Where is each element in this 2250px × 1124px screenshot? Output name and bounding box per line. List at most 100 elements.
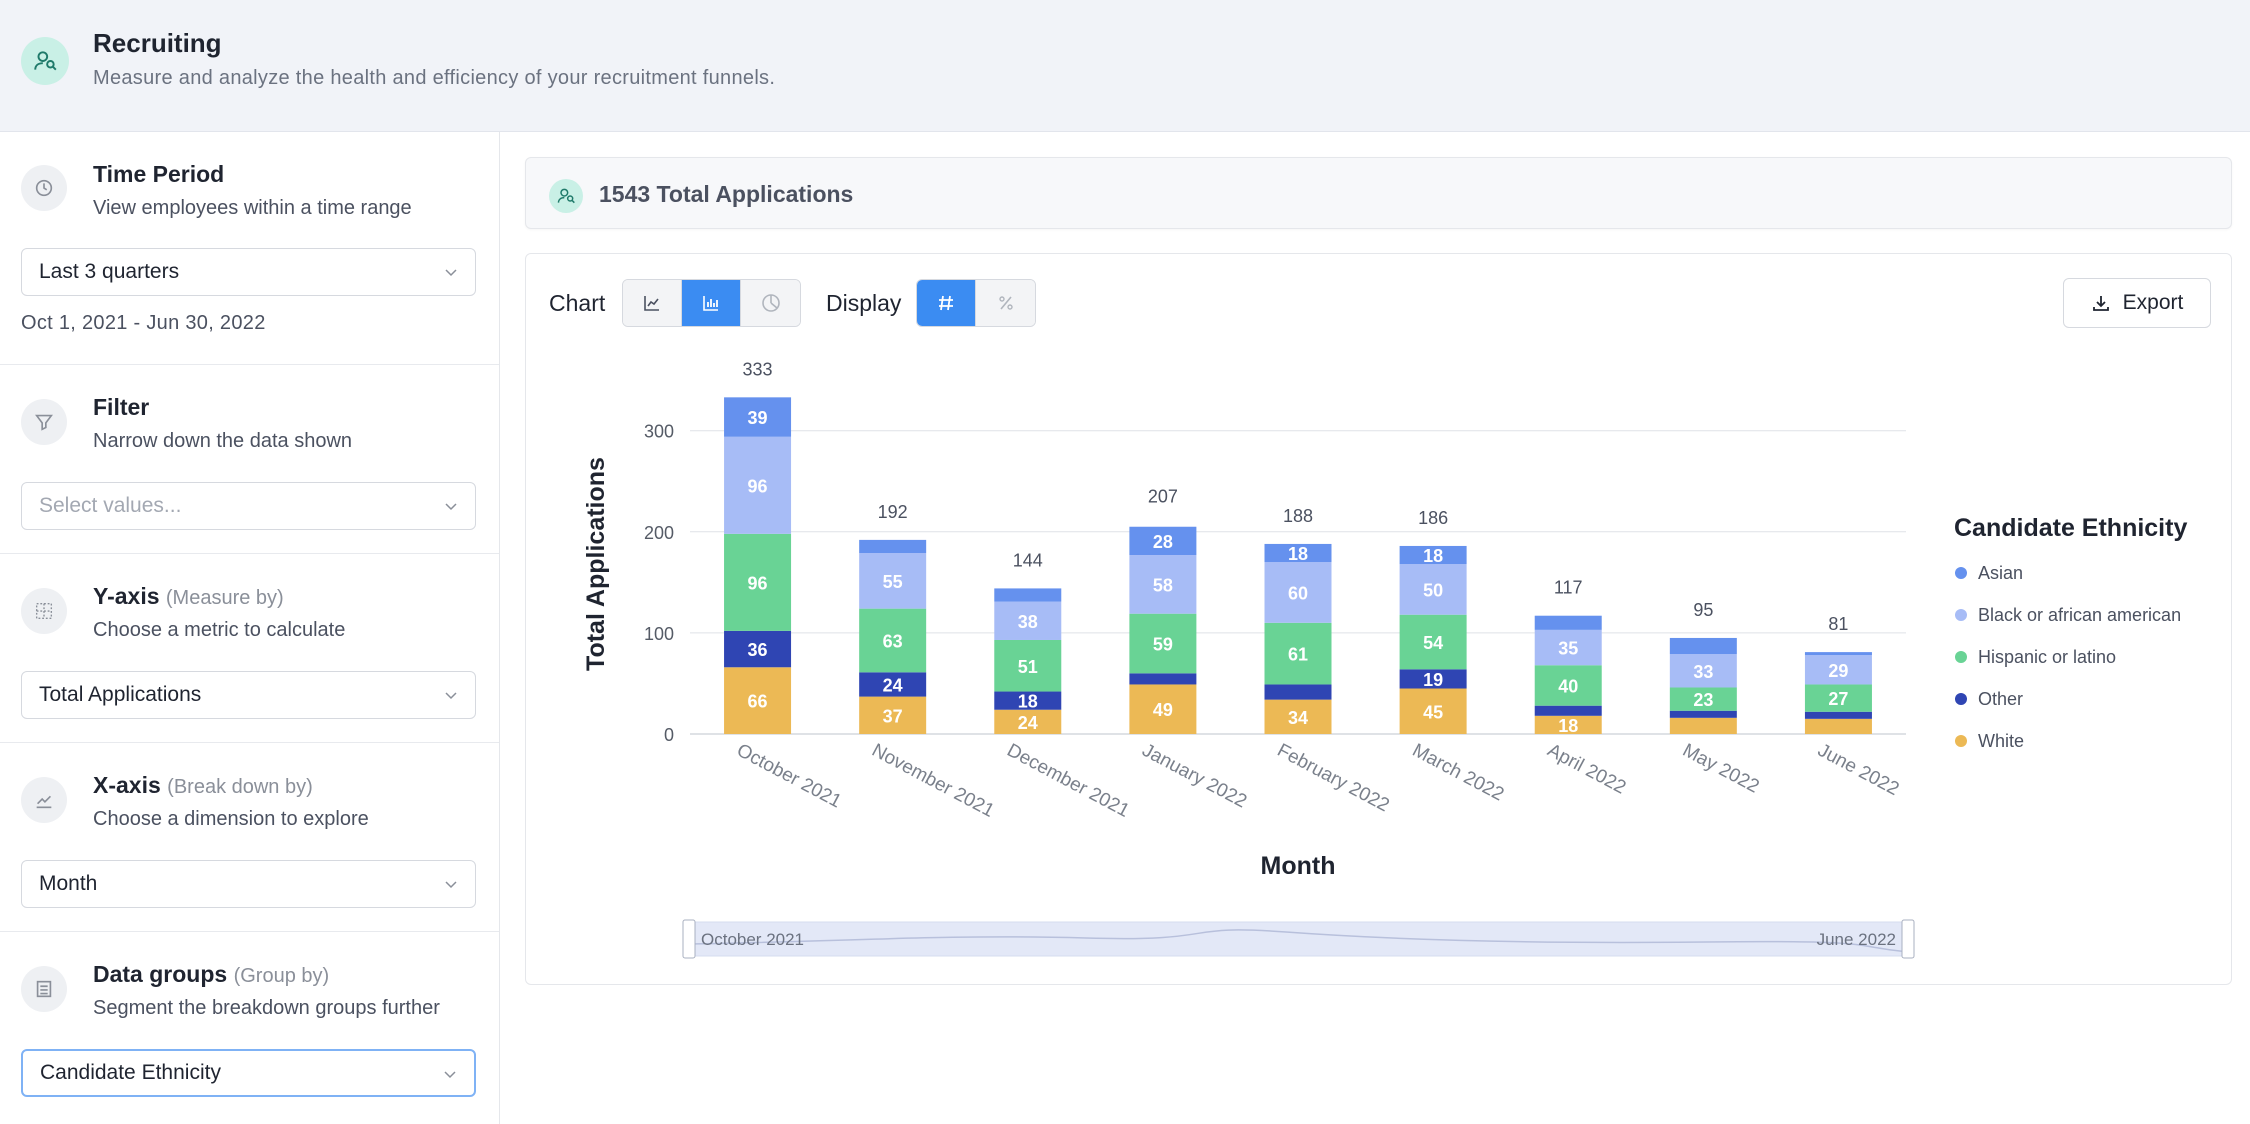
bar-segment <box>994 691 1062 710</box>
bar-value-label: 33 <box>1693 662 1713 682</box>
bar-segment <box>994 601 1062 640</box>
zoom-start-label: October 2021 <box>701 930 804 949</box>
bar-segment <box>1399 564 1467 615</box>
percent-icon <box>998 296 1013 310</box>
total-applications-text: 1543 Total Applications <box>599 181 854 207</box>
chart-type-group <box>622 279 801 327</box>
date-range-text: Oct 1, 2021 - Jun 30, 2022 <box>21 312 266 334</box>
bar-total-label: 81 <box>1828 614 1848 634</box>
bar-value-label: 96 <box>748 573 768 593</box>
y-tick-label: 200 <box>644 523 674 543</box>
x-axis-select[interactable]: Month <box>21 860 476 908</box>
bar-segment <box>1804 711 1872 719</box>
bar-segment <box>1534 665 1602 706</box>
recruiting-icon <box>21 37 69 85</box>
bar-segment <box>1264 622 1332 685</box>
x-tick-label: January 2022 <box>1139 740 1251 813</box>
bar-total-label: 95 <box>1693 600 1713 620</box>
bar-chart-button[interactable] <box>682 280 741 326</box>
export-button[interactable]: Export <box>2063 278 2211 328</box>
bar-value-label: 60 <box>1288 583 1308 603</box>
bar-value-label: 58 <box>1153 575 1173 595</box>
chevron-down-icon <box>445 692 457 700</box>
recruiting-icon <box>549 179 583 213</box>
x-tick-label: April 2022 <box>1544 740 1629 799</box>
y-axis-subtitle: Choose a metric to calculate <box>93 619 346 641</box>
pie-chart-icon <box>761 294 780 312</box>
y-tick-label: 100 <box>644 624 674 644</box>
x-axis-value: Month <box>39 872 98 895</box>
bar-value-label: 19 <box>1423 670 1443 690</box>
y-axis-select[interactable]: Total Applications <box>21 671 476 719</box>
bar-value-label: 55 <box>883 572 903 592</box>
stacked-bar-chart: 0 100 200 300 Total Applications Month 66 36 96 9… <box>582 359 2187 959</box>
legend-label: Black or african american <box>1978 605 2181 625</box>
legend-marker <box>1955 567 1967 579</box>
legend-marker <box>1955 735 1967 747</box>
list-icon <box>21 966 67 1012</box>
bar-value-label: 59 <box>1153 635 1173 655</box>
number-display-button[interactable] <box>917 280 976 326</box>
filter-title: Filter <box>93 394 150 420</box>
pie-chart-button[interactable] <box>741 280 800 326</box>
bar-segment <box>1669 717 1737 734</box>
legend-marker <box>1955 609 1967 621</box>
bar-value-label: 54 <box>1423 633 1443 653</box>
bar-segment <box>1129 526 1197 556</box>
display-mode-group <box>916 279 1036 327</box>
x-axis-hint: (Break down by) <box>167 776 313 798</box>
filter-icon <box>21 399 67 445</box>
bar-value-label: 24 <box>1018 713 1038 733</box>
bar-segment <box>994 588 1062 602</box>
bar-value-label: 18 <box>1018 692 1038 712</box>
bar-segment <box>1399 688 1467 734</box>
number-icon <box>939 295 953 311</box>
data-groups-value: Candidate Ethnicity <box>40 1061 221 1084</box>
bar-segment <box>1804 718 1872 734</box>
line-chart-button[interactable] <box>623 280 682 326</box>
bar-value-label: 63 <box>883 631 903 651</box>
bar-value-label: 28 <box>1153 532 1173 552</box>
bar-segment <box>1129 613 1197 674</box>
bar-segment <box>1264 562 1332 623</box>
bar-segment <box>724 630 792 668</box>
bar-segment <box>724 667 792 734</box>
total-applications-card: 1543 Total Applications <box>525 157 2232 229</box>
bar-segment <box>1804 652 1872 656</box>
legend-title: Candidate Ethnicity <box>1954 514 2187 542</box>
filter-subtitle: Narrow down the data shown <box>93 430 353 452</box>
bar-value-label: 61 <box>1288 645 1308 665</box>
export-label: Export <box>2122 291 2184 314</box>
chevron-down-icon <box>445 503 457 511</box>
bar-segment <box>1534 715 1602 734</box>
bar-value-label: 45 <box>1423 702 1443 722</box>
data-groups-hint: (Group by) <box>233 965 330 987</box>
y-axis-title: Y-axis (Measure by) <box>93 583 284 610</box>
chart-card: Chart Display Export 0 100 200 300 Total App… <box>525 253 2232 985</box>
data-groups-select[interactable]: Candidate Ethnicity <box>21 1049 476 1097</box>
bar-segment <box>724 436 792 534</box>
bar-segment <box>724 397 792 437</box>
bar-total-label: 144 <box>1013 550 1043 570</box>
chart-type-label: Chart <box>549 290 606 316</box>
bar-segment <box>1804 655 1872 685</box>
bar-segment <box>859 672 927 697</box>
bar-segment <box>1669 654 1737 688</box>
x-tick-label: October 2021 <box>733 740 845 813</box>
bar-value-label: 18 <box>1423 546 1443 566</box>
bar-segment <box>859 696 927 734</box>
filter-select[interactable]: Select values... <box>21 482 476 530</box>
legend-label: Hispanic or latino <box>1978 647 2116 667</box>
bar-segment <box>1399 545 1467 565</box>
x-tick-label: February 2022 <box>1274 740 1393 817</box>
bar-total-label: 186 <box>1418 508 1448 528</box>
bar-value-label: 37 <box>883 706 903 726</box>
time-period-section: Time Period View employees within a time… <box>0 132 499 365</box>
x-tick-label: November 2021 <box>868 740 997 822</box>
time-period-select[interactable]: Last 3 quarters <box>21 248 476 296</box>
y-axis-value: Total Applications <box>39 683 202 706</box>
x-axis-section: X-axis (Break down by) Choose a dimensio… <box>0 743 499 932</box>
bar-segment <box>724 533 792 631</box>
percent-display-button[interactable] <box>976 280 1035 326</box>
grid-measure-icon <box>21 588 67 634</box>
